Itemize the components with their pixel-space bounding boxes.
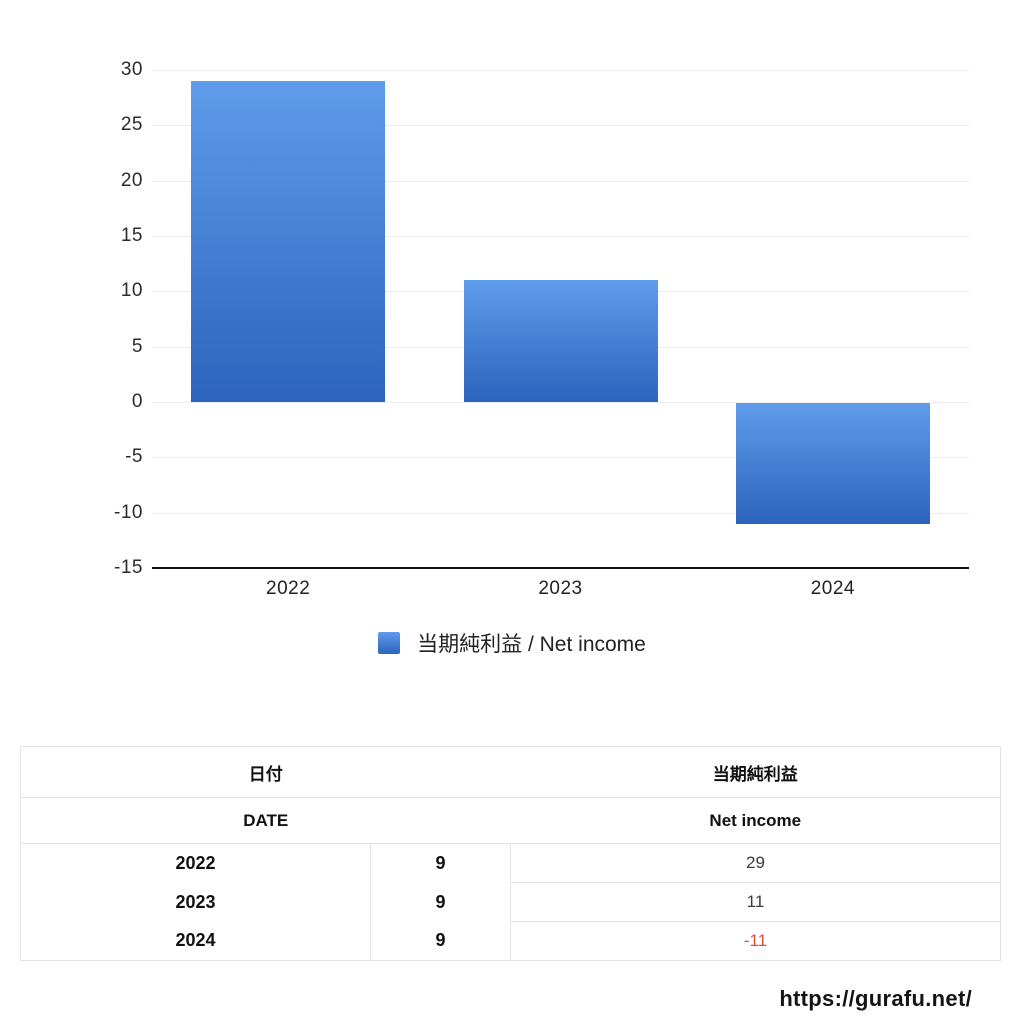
gridline — [152, 236, 969, 237]
x-category-label: 2023 — [538, 578, 583, 599]
y-tick-label: -15 — [114, 557, 143, 578]
table-year-cell: 2023 — [20, 882, 371, 922]
legend-label: 当期純利益 / Net income — [417, 633, 646, 656]
bar-2024 — [735, 403, 930, 524]
gridline — [152, 512, 969, 514]
table-header-row-en: DATE Net income — [20, 797, 1001, 844]
x-axis-line — [152, 567, 969, 569]
table-header-date-ja: 日付 — [20, 746, 511, 798]
y-tick-label: 20 — [120, 169, 143, 191]
table-row: 2023 9 11 — [20, 882, 1001, 922]
y-tick-label: -5 — [125, 446, 143, 468]
table-value-cell: -11 — [510, 921, 1001, 961]
table-row: 2024 9 -11 — [20, 921, 1001, 961]
bar-2022 — [191, 81, 386, 402]
legend-swatch-icon — [378, 632, 401, 654]
gridline — [152, 180, 969, 182]
x-category-label: 2022 — [266, 578, 311, 599]
table-header-date-en: DATE — [20, 797, 511, 844]
table-value-cell: 11 — [510, 882, 1001, 922]
table-month-cell: 9 — [370, 921, 511, 961]
x-category-label: 2024 — [810, 578, 855, 599]
table-month-cell: 9 — [370, 882, 511, 922]
table-value-cell: 29 — [510, 843, 1001, 883]
table-header-row-ja: 日付 当期純利益 — [20, 746, 1001, 798]
bar-2023 — [463, 280, 658, 402]
table-header-value-ja: 当期純利益 — [510, 746, 1001, 798]
y-tick-label: 0 — [131, 391, 143, 412]
bar-chart: 30 25 20 15 10 5 0 -5 -10 -15 2022 2023 2024 — [114, 59, 969, 599]
gridline — [152, 457, 969, 459]
y-tick-label: 5 — [131, 335, 143, 357]
y-tick-label: -10 — [114, 501, 143, 523]
gridline — [152, 125, 969, 127]
site-url-caption: https://gurafu.net/ — [779, 986, 972, 1011]
table-year-cell: 2022 — [20, 843, 371, 883]
table-year-cell: 2024 — [20, 921, 371, 961]
chart-legend: 当期純利益 / Net income — [0, 628, 1024, 658]
y-tick-label: 15 — [120, 225, 143, 246]
table-row: 2022 9 29 — [20, 843, 1001, 883]
y-tick-label: 30 — [120, 59, 143, 80]
data-table: 日付 当期純利益 DATE Net income 2022 9 29 2023 … — [20, 746, 1001, 961]
table-header-value-en: Net income — [510, 797, 1001, 844]
gridline — [152, 402, 969, 403]
table-month-cell: 9 — [370, 843, 511, 883]
y-tick-label: 25 — [120, 114, 143, 136]
y-tick-label: 10 — [120, 280, 143, 302]
gridline — [152, 70, 969, 71]
